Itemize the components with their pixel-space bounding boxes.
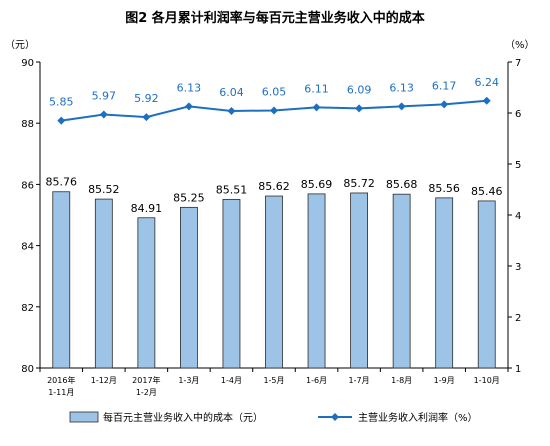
right-tick-label: 3 <box>515 262 521 273</box>
bar-value-label: 85.25 <box>173 191 205 204</box>
bar <box>137 217 156 369</box>
bar-value-label: 85.52 <box>88 183 120 196</box>
bar <box>477 200 496 369</box>
legend-line-marker <box>331 413 339 421</box>
x-tick-label: 1-9月 <box>434 376 455 385</box>
bar-value-label: 85.62 <box>258 180 290 193</box>
bar-value-label: 85.56 <box>428 182 460 195</box>
x-tick-label: 1-5月 <box>263 376 284 385</box>
bar <box>265 195 283 369</box>
bar-value-label: 85.68 <box>386 178 418 191</box>
bar <box>435 197 454 369</box>
line-point-marker <box>99 110 108 119</box>
legend-bar-label: 每百元主营业务收入中的成本（元） <box>103 411 263 424</box>
right-tick-label: 7 <box>515 58 521 69</box>
bar <box>350 192 368 369</box>
bar <box>180 206 198 369</box>
line-value-label: 6.09 <box>347 83 372 96</box>
line-value-label: 6.24 <box>474 76 499 89</box>
right-tick-label: 2 <box>515 313 521 324</box>
chart-title: 图2 各月累计利润率与每百元主营业务收入中的成本 <box>125 10 425 26</box>
left-tick-label: 86 <box>21 180 34 191</box>
line-point-marker <box>227 106 236 115</box>
x-tick-label: 2016年 <box>47 375 75 385</box>
line-value-label: 6.11 <box>304 82 329 95</box>
x-tick-label: 2017年 <box>132 375 160 385</box>
left-axis-unit: （元） <box>5 39 35 51</box>
x-tick-label: 1-8月 <box>391 376 412 385</box>
legend-bar-swatch <box>69 411 99 423</box>
bar <box>392 193 411 369</box>
x-tick-label: 1-12月 <box>91 376 117 385</box>
bar-value-label: 85.76 <box>46 176 78 189</box>
line-value-label: 5.97 <box>92 90 117 103</box>
bar-value-label: 85.46 <box>471 185 503 198</box>
line-value-label: 6.13 <box>389 81 414 94</box>
right-tick-label: 1 <box>515 364 521 375</box>
line-point-marker <box>142 113 151 122</box>
bar-value-label: 85.72 <box>343 177 375 190</box>
line-point-marker <box>355 104 364 113</box>
x-tick-label: 1-11月 <box>48 388 74 397</box>
left-tick-label: 82 <box>21 303 34 314</box>
line-value-label: 5.85 <box>49 96 74 109</box>
legend: 每百元主营业务收入中的成本（元） 主营业务收入利润率（%） <box>69 411 478 424</box>
line-value-label: 6.17 <box>432 79 457 92</box>
line-value-label: 6.04 <box>219 86 244 99</box>
x-tick-label: 1-4月 <box>221 376 242 385</box>
line-point-marker <box>482 96 491 105</box>
left-tick-label: 90 <box>21 58 34 69</box>
legend-line-label: 主营业务收入利润率（%） <box>358 411 478 424</box>
right-tick-label: 6 <box>515 109 521 120</box>
x-tick-label: 1-3月 <box>178 376 199 385</box>
line-point-marker <box>312 103 321 112</box>
right-tick-label: 5 <box>515 160 521 171</box>
left-tick-label: 84 <box>21 242 34 253</box>
left-tick-label: 88 <box>21 119 34 130</box>
bar <box>52 191 71 369</box>
bar-value-label: 84.91 <box>131 202 163 215</box>
x-tick-label: 1-10月 <box>474 376 500 385</box>
bar-value-label: 85.69 <box>301 178 333 191</box>
x-tick-label: 1-7月 <box>349 376 370 385</box>
bar <box>94 198 113 369</box>
line-point-marker <box>270 106 278 115</box>
right-axis-unit: （%） <box>505 39 535 51</box>
bar-value-label: 85.51 <box>216 183 248 196</box>
line-value-label: 5.92 <box>134 92 159 105</box>
bar <box>307 193 326 369</box>
line-value-label: 6.13 <box>177 81 202 94</box>
line-point-marker <box>184 102 193 111</box>
left-tick-label: 80 <box>21 364 34 375</box>
line-value-label: 6.05 <box>262 85 287 98</box>
plot-area: 80 82 84 86 88 90 1 2 3 4 5 6 7 2016年 1-11月 1-12月 2017年 1… <box>21 58 521 397</box>
right-tick-label: 4 <box>515 211 521 222</box>
bar <box>222 198 241 369</box>
line-point-marker <box>57 116 66 125</box>
line-point-marker <box>440 100 449 109</box>
line-point-marker <box>397 102 406 111</box>
x-tick-label: 1-2月 <box>136 388 157 397</box>
x-tick-label: 1-6月 <box>306 376 327 385</box>
